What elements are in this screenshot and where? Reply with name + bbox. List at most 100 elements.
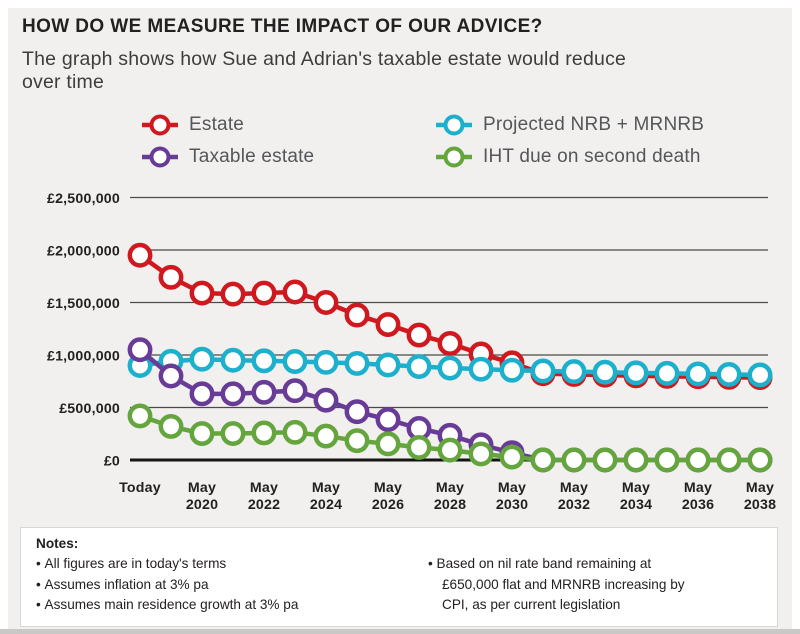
- series-point-estate-7: [344, 302, 370, 328]
- series-point-estate-8: [375, 312, 401, 337]
- note-item: Based on nil rate band remaining at £650…: [428, 554, 690, 616]
- x-axis-label: May 2028: [434, 480, 466, 513]
- note-item: Assumes inflation at 3% pa: [36, 575, 428, 596]
- series-point-iht-12: [499, 444, 525, 470]
- legend-label: Taxable estate: [189, 146, 315, 167]
- y-axis-label: £1,500,000: [47, 296, 120, 312]
- legend-item-nrb: Projected NRB + MRNRB: [435, 113, 704, 137]
- series-point-iht-16: [623, 447, 649, 473]
- series-point-estate-10: [437, 331, 463, 356]
- y-axis-label: £1,000,000: [47, 348, 120, 364]
- series-point-nrb-19: [716, 361, 742, 387]
- y-axis-label: £0: [104, 453, 120, 469]
- y-axis-label: £500,000: [59, 401, 120, 417]
- taxable-line-marker-icon: [142, 146, 178, 168]
- series-point-taxable-4: [251, 379, 277, 405]
- chart-legend: Estate Projected NRB + MRNRB Taxable est…: [141, 113, 704, 169]
- notes-columns: All figures are in today's termsAssumes …: [36, 554, 767, 616]
- series-point-nrb-13: [530, 358, 556, 384]
- series-point-nrb-20: [747, 362, 773, 388]
- series-point-iht-5: [282, 419, 308, 445]
- series-point-taxable-3: [220, 381, 246, 407]
- series-point-estate-5: [282, 279, 308, 305]
- series-point-iht-17: [654, 447, 680, 473]
- x-axis-label: May 2026: [372, 480, 404, 513]
- series-point-iht-13: [530, 447, 556, 473]
- notes-title: Notes:: [36, 536, 79, 551]
- notes-box: Notes: All figures are in today's termsA…: [20, 527, 778, 627]
- x-axis-label: May 2024: [310, 480, 342, 513]
- series-point-iht-14: [561, 447, 587, 473]
- legend-label: IHT due on second death: [483, 146, 701, 167]
- series-point-iht-15: [592, 447, 618, 473]
- series-point-nrb-5: [282, 349, 308, 374]
- series-point-iht-3: [220, 421, 246, 446]
- y-axis-label: £2,000,000: [47, 243, 120, 259]
- series-point-nrb-3: [220, 347, 246, 373]
- series-point-nrb-11: [468, 356, 494, 382]
- x-axis-label: May 2038: [744, 480, 776, 513]
- series-point-iht-6: [313, 423, 339, 449]
- x-axis-label: May 2032: [558, 480, 590, 513]
- series-point-estate-9: [406, 322, 432, 348]
- x-axis-label: May 2036: [682, 480, 714, 513]
- series-point-nrb-6: [313, 349, 339, 375]
- legend-item-estate: Estate: [141, 113, 435, 137]
- series-point-iht-2: [189, 421, 215, 446]
- series-point-iht-4: [251, 420, 277, 446]
- x-axis-label: May 2022: [248, 480, 280, 513]
- page-subtitle: The graph shows how Sue and Adrian's tax…: [22, 48, 782, 95]
- series-point-nrb-15: [592, 359, 618, 385]
- series-point-iht-20: [747, 447, 773, 473]
- x-axis-label: May 2034: [620, 480, 652, 513]
- series-point-nrb-10: [437, 355, 463, 381]
- series-point-iht-0: [127, 403, 153, 429]
- series-point-iht-7: [344, 428, 370, 454]
- legend-item-iht: IHT due on second death: [435, 145, 704, 169]
- series-point-iht-8: [375, 431, 401, 457]
- page-subtitle-line-1: The graph shows how Sue and Adrian's tax…: [22, 48, 627, 70]
- series-point-estate-2: [189, 280, 215, 306]
- series-point-iht-18: [685, 447, 711, 473]
- series-point-iht-9: [406, 434, 432, 460]
- bottom-strip: [0, 629, 800, 634]
- series-point-taxable-2: [189, 381, 215, 407]
- series-point-estate-6: [313, 290, 339, 315]
- nrb-line-marker-icon: [436, 114, 472, 136]
- legend-label: Projected NRB + MRNRB: [483, 114, 705, 135]
- series-point-nrb-16: [623, 360, 649, 386]
- series-point-nrb-8: [375, 352, 401, 378]
- series-point-taxable-7: [344, 399, 370, 425]
- series-point-iht-10: [437, 437, 463, 463]
- note-item: All figures are in today's terms: [36, 554, 428, 575]
- series-point-taxable-0: [127, 337, 153, 363]
- note-item: Assumes main residence growth at 3% pa: [36, 595, 428, 616]
- series-point-nrb-18: [685, 361, 711, 387]
- x-axis-label: Today: [119, 480, 161, 496]
- series-point-nrb-17: [654, 360, 680, 386]
- legend-item-taxable: Taxable estate: [141, 145, 435, 169]
- series-point-estate-1: [158, 264, 184, 290]
- series-point-taxable-5: [282, 378, 308, 404]
- page-title: HOW DO WE MEASURE THE IMPACT OF OUR ADVI…: [22, 16, 543, 37]
- x-axis-label: May 2030: [496, 480, 528, 513]
- series-point-taxable-1: [158, 363, 184, 389]
- series-point-nrb-7: [344, 350, 370, 376]
- notes-column-2: Based on nil rate band remaining at £650…: [428, 554, 690, 616]
- series-point-nrb-4: [251, 348, 277, 374]
- x-axis-label: May 2020: [186, 480, 218, 513]
- series-point-iht-1: [158, 413, 184, 439]
- y-axis-label: £2,500,000: [47, 191, 120, 207]
- page-subtitle-line-2: over time: [22, 71, 104, 94]
- series-point-estate-0: [127, 242, 153, 268]
- series-point-taxable-8: [375, 407, 401, 433]
- series-point-iht-19: [716, 447, 742, 473]
- legend-label: Estate: [189, 114, 245, 135]
- series-point-estate-4: [251, 280, 277, 306]
- series-point-taxable-6: [313, 387, 339, 413]
- series-point-nrb-12: [499, 357, 525, 383]
- iht-line-marker-icon: [436, 146, 472, 168]
- series-point-nrb-9: [406, 354, 432, 379]
- chart-card-background: [8, 8, 792, 630]
